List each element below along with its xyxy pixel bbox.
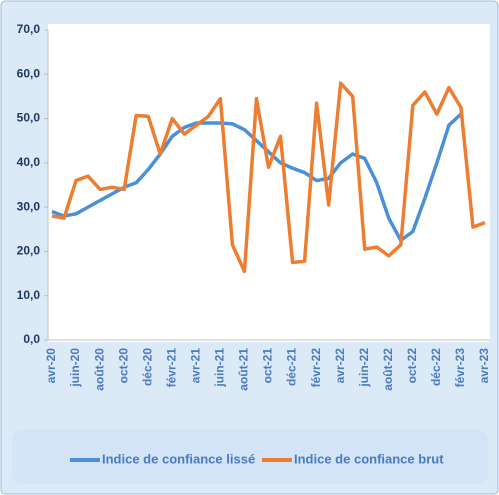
x-tick-label: juin-20 — [68, 348, 82, 388]
series-line — [51, 81, 486, 274]
legend-label: Indice de confiance lissé — [102, 451, 255, 466]
y-tick-label: 70,0 — [17, 22, 41, 36]
x-tick-label: déc-22 — [429, 348, 443, 386]
y-tick-label: 40,0 — [17, 155, 41, 169]
y-tick-label: 10,0 — [17, 288, 41, 302]
x-tick-label: avr-23 — [477, 348, 491, 384]
x-tick-label: oct-21 — [261, 348, 275, 384]
x-tick-label: févr-21 — [164, 348, 178, 388]
x-tick-label: févr-22 — [309, 348, 323, 388]
x-tick-label: juin-22 — [357, 348, 371, 388]
x-tick-label: août-21 — [237, 348, 251, 391]
y-tick-label: 0,0 — [23, 332, 40, 346]
x-tick-label: déc-21 — [285, 348, 299, 386]
x-tick-label: août-20 — [92, 348, 106, 391]
y-tick-label: 20,0 — [17, 244, 41, 258]
y-tick-label: 50,0 — [17, 111, 41, 125]
x-tick-label: avr-20 — [44, 348, 58, 384]
x-tick-label: avr-22 — [333, 348, 347, 384]
y-tick-label: 60,0 — [17, 66, 41, 80]
legend-label: Indice de confiance brut — [294, 451, 444, 466]
x-tick-label: août-22 — [381, 348, 395, 391]
x-tick-label: oct-20 — [116, 348, 130, 384]
y-tick-label: 30,0 — [17, 199, 41, 213]
legend-box — [12, 430, 488, 484]
x-tick-label: févr-23 — [453, 348, 467, 388]
x-tick-label: déc-20 — [140, 348, 154, 386]
plot-area — [48, 24, 490, 342]
x-tick-label: oct-22 — [405, 348, 419, 384]
x-tick-label: juin-21 — [213, 348, 227, 388]
x-tick-label: avr-21 — [189, 348, 203, 384]
